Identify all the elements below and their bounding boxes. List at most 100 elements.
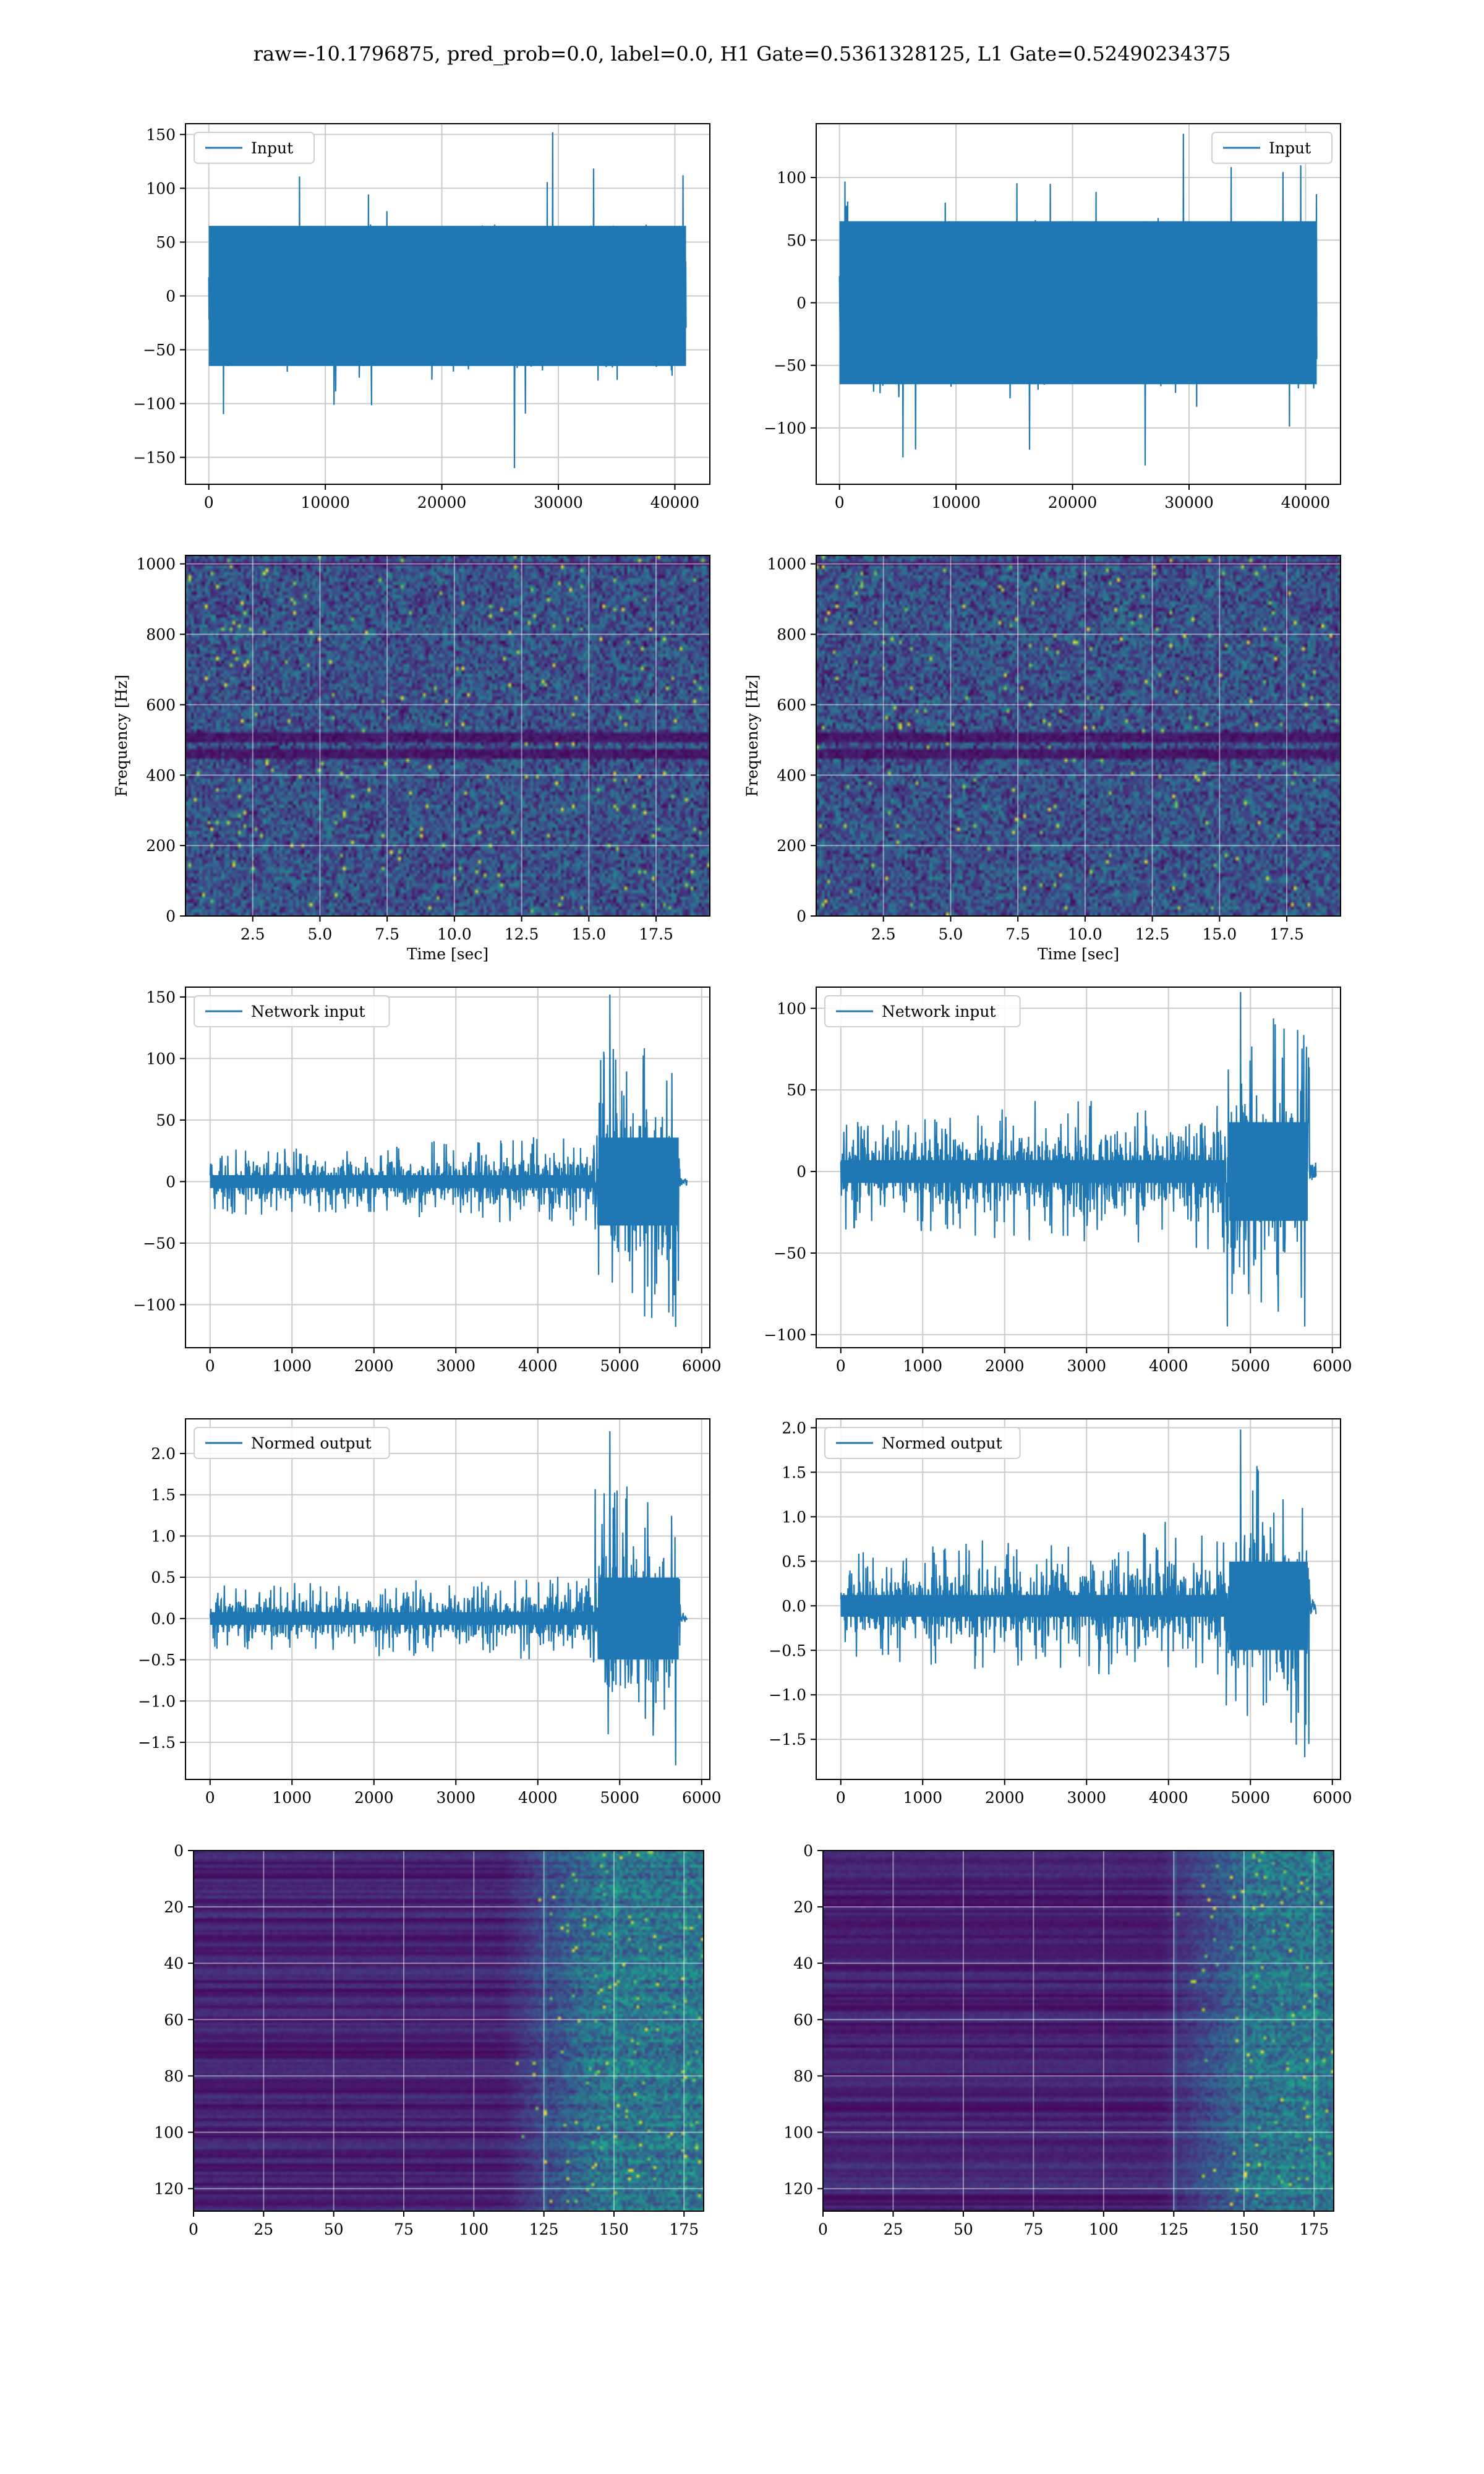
panel-r4c1-ytick-label: 0.0 xyxy=(151,1610,176,1628)
panel-r4c2-ytick-label: 0.5 xyxy=(782,1552,806,1570)
panel-r3c1-ytick-label: −50 xyxy=(143,1235,176,1252)
panel-r3c2-ytick-label: 50 xyxy=(787,1081,806,1099)
panel-r4c1-frame xyxy=(185,1418,710,1780)
panel-r2c1-xtick-label: 17.5 xyxy=(639,925,673,943)
panel-r5c1-xtick-label: 0 xyxy=(189,2220,198,2238)
panel-r2c1-xtick-label: 12.5 xyxy=(505,925,539,943)
panel-r2c2-xtick-label: 12.5 xyxy=(1135,925,1170,943)
panel-r5c1-xtick-label: 100 xyxy=(459,2220,488,2238)
panel-r2c2-xlabel: Time [sec] xyxy=(1038,945,1119,963)
panel-r4c1-series-line xyxy=(209,1431,688,1766)
panel-r2c2-ytick-label: 400 xyxy=(777,766,806,784)
panel-r1c1-frame xyxy=(185,123,710,485)
panel-r2c1-xtick-label: 7.5 xyxy=(375,925,399,943)
panel-r3c2: 0 1000 2000 3000 4000 5000 6000 −100 −50 0 50 100 Ne… xyxy=(764,987,1352,1375)
panel-r5c2-xtick-label: 100 xyxy=(1089,2220,1119,2238)
panel-r2c2-xtick-label: 15.0 xyxy=(1202,925,1237,943)
panel-r2c2-xtick-label: 2.5 xyxy=(871,925,896,943)
panel-r1c2-legend-label: Input xyxy=(1269,139,1311,157)
panel-r4c1-legend-label: Normed output xyxy=(251,1434,372,1452)
panel-r2c1-ytick-label: 600 xyxy=(146,696,176,714)
panel-r3c2-ytick-label: 100 xyxy=(777,999,806,1017)
panel-r5c1-frame xyxy=(193,1850,704,2212)
panel-r5c1-ytick-label: 40 xyxy=(164,1954,184,1972)
panel-r5c1-ytick-label: 120 xyxy=(154,2180,184,2198)
panel-r4c2-ytick-label: −1.0 xyxy=(769,1686,806,1704)
panel-r2c1-xtick-label: 10.0 xyxy=(437,925,472,943)
panel-r3c2-xtick-label: 6000 xyxy=(1313,1357,1352,1375)
panel-r2c2-ytick-label: 0 xyxy=(796,907,806,925)
panel-r4c2-legend: Normed output xyxy=(824,1427,1021,1459)
panel-r3c2-xtick-label: 3000 xyxy=(1067,1357,1106,1375)
panel-r4c1-xtick-label: 5000 xyxy=(600,1789,639,1807)
panel-r2c1: 2.5 5.0 7.5 10.0 12.5 15.0 17.5 0 200 400 600 800 10… xyxy=(113,555,710,963)
panel-r5c1-xtick-label: 125 xyxy=(529,2220,559,2238)
panel-r3c1-ytick-label: 0 xyxy=(166,1173,176,1191)
panel-r3c2-xtick-label: 0 xyxy=(836,1357,846,1375)
panel-r4c1: 0 1000 2000 3000 4000 5000 6000 −1.5 −1.0 −0.5 0.0… xyxy=(138,1418,722,1807)
panel-r3c1-xtick-label: 5000 xyxy=(600,1357,639,1375)
panel-r1c1-ytick-label: 150 xyxy=(146,126,176,143)
panel-r2c2-xtick-label: 5.0 xyxy=(939,925,963,943)
panel-r3c1-xtick-label: 4000 xyxy=(518,1357,558,1375)
panel-r1c2-legend: Input xyxy=(1211,132,1333,164)
panel-r4c2-ytick-label: 0.0 xyxy=(782,1597,806,1615)
panel-r3c1-ytick-label: 50 xyxy=(156,1111,176,1129)
panel-r2c2-ytick-label: 1000 xyxy=(767,555,806,573)
panel-r4c2-ytick-label: 1.5 xyxy=(782,1463,806,1481)
panel-r3c1-legend-box xyxy=(194,995,390,1027)
panel-r2c2-ytick-label: 800 xyxy=(777,626,806,644)
panel-r1c2-frame xyxy=(816,123,1341,485)
panel-r5c2-xtick-label: 150 xyxy=(1229,2220,1259,2238)
panel-r3c1-xtick-label: 2000 xyxy=(354,1357,394,1375)
panel-r1c1-xtick-label: 40000 xyxy=(650,494,700,511)
panel-r4c1-ytick-label: 1.0 xyxy=(151,1527,176,1545)
panel-r2c1-xlabel: Time [sec] xyxy=(407,945,488,963)
panel-r4c1-xtick-label: 4000 xyxy=(518,1789,558,1807)
panel-r5c1-xtick-label: 75 xyxy=(394,2220,414,2238)
panel-r5c1-xtick-label: 175 xyxy=(669,2220,699,2238)
panel-r2c2-frame xyxy=(816,555,1341,917)
panel-r2c2-xtick-label: 7.5 xyxy=(1005,925,1030,943)
panel-r3c1-ytick-label: −100 xyxy=(133,1296,176,1314)
panel-r2c2-xtick-label: 17.5 xyxy=(1269,925,1304,943)
panel-r5c1-heatmap-image xyxy=(194,1851,704,2211)
panel-r2c1-ytick-label: 0 xyxy=(166,907,176,925)
panel-r3c2-xtick-label: 1000 xyxy=(903,1357,942,1375)
panel-r5c1-ytick-label: 60 xyxy=(164,2011,184,2029)
panel-r2c2-ylabel: Frequency [Hz] xyxy=(743,675,761,797)
panel-r3c2-xtick-label: 4000 xyxy=(1149,1357,1188,1375)
panel-r5c1-ytick-label: 20 xyxy=(164,1898,184,1916)
panel-r4c2-legend-label: Normed output xyxy=(882,1434,1002,1452)
panel-r1c2: 0 10000 20000 30000 40000 −100 −50 0 50 100 Input xyxy=(764,123,1341,511)
panel-r1c2-ytick-label: 100 xyxy=(777,169,806,187)
panel-r5c2-heatmap-image xyxy=(823,1851,1334,2211)
panel-r1c2-legend-box xyxy=(1211,132,1333,164)
panel-r1c1-xtick-label: 30000 xyxy=(534,494,583,511)
panel-r5c2-grid xyxy=(823,1851,1334,2211)
panel-r2c2-grid xyxy=(816,555,1341,916)
panel-r4c2-ytick-label: 2.0 xyxy=(782,1419,806,1437)
panel-r1c1-ytick-label: −50 xyxy=(143,341,176,359)
panel-r3c1-ytick-label: 100 xyxy=(146,1050,176,1068)
panel-r1c1-legend-box xyxy=(194,132,315,164)
panel-r1c1-ytick-label: −100 xyxy=(133,395,176,413)
panel-r3c1-legend: Network input xyxy=(194,995,390,1027)
panel-r1c2-ytick-label: −100 xyxy=(764,419,806,437)
panel-r1c2-ytick-label: 50 xyxy=(787,231,806,249)
panel-r5c1-grid xyxy=(194,1851,704,2211)
panel-r4c2-xtick-label: 2000 xyxy=(985,1789,1025,1807)
panel-r5c2-xtick-label: 75 xyxy=(1023,2220,1043,2238)
panel-r2c1-ytick-label: 1000 xyxy=(136,555,176,573)
panel-r4c2-ytick-label: −1.5 xyxy=(769,1731,806,1748)
panel-r1c2-ytick-label: −50 xyxy=(774,357,806,375)
panel-r4c1-xtick-label: 0 xyxy=(205,1789,215,1807)
panel-r1c2-xtick-label: 0 xyxy=(835,494,845,511)
panel-r4c2-xtick-label: 5000 xyxy=(1230,1789,1270,1807)
panel-r1c1-ytick-label: 100 xyxy=(146,179,176,197)
panel-r5c1-xtick-label: 150 xyxy=(599,2220,629,2238)
panel-r3c2-ytick-label: 0 xyxy=(796,1163,806,1181)
panel-r2c2-ytick-label: 600 xyxy=(777,696,806,714)
panel-r2c1-ylabel: Frequency [Hz] xyxy=(113,675,130,797)
panel-r2c1-frame xyxy=(185,555,710,917)
